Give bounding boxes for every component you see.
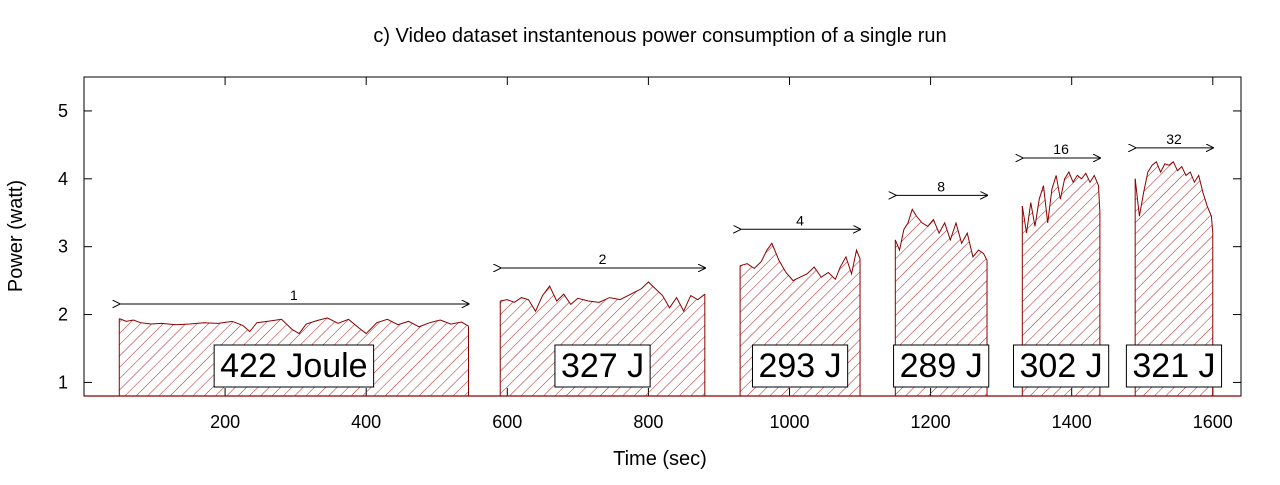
x-tick-label-1600: 1600 — [1193, 412, 1233, 432]
x-tick-label-1200: 1200 — [911, 412, 951, 432]
series-4: 4 293 J — [740, 212, 860, 396]
series-line-2 — [500, 281, 706, 313]
series-label-8: 8 — [937, 178, 945, 194]
energy-box-2 — [554, 344, 651, 388]
energy-label-4: 293 J — [758, 347, 841, 385]
series-line-1 — [119, 317, 469, 335]
series-layer: 1 422 Joule 2 327 J 4 293 J 8 289 J 16 302 J 32 321… — [84, 131, 1241, 397]
series-area-2 — [500, 281, 705, 396]
y-axis-label: Power (watt) — [5, 180, 27, 292]
x-tick-label-800: 800 — [633, 412, 663, 432]
x-axis-ticks: 200 400 600 800 1000 1200 1400 1600 — [210, 77, 1233, 432]
y-tick-label-1: 1 — [58, 372, 68, 392]
x-tick-label-400: 400 — [351, 412, 381, 432]
energy-label-8: 289 J — [900, 347, 983, 385]
series-area-16 — [1022, 172, 1100, 396]
energy-box-8 — [893, 344, 990, 388]
series-label-32: 32 — [1166, 131, 1182, 147]
y-tick-label-5: 5 — [58, 101, 68, 121]
series-line-16 — [1021, 170, 1101, 234]
energy-label-16: 302 J — [1020, 347, 1103, 385]
series-label-16: 16 — [1053, 141, 1069, 157]
series-label-4: 4 — [796, 212, 804, 228]
y-tick-label-3: 3 — [58, 237, 68, 257]
energy-box-1 — [213, 344, 375, 388]
x-tick-label-1400: 1400 — [1052, 412, 1092, 432]
energy-label-32: 321 J — [1132, 347, 1215, 385]
x-tick-label-600: 600 — [492, 412, 522, 432]
series-line-8 — [894, 208, 988, 261]
series-16: 16 302 J — [1013, 141, 1110, 396]
x-tick-label-1000: 1000 — [769, 412, 809, 432]
y-axis-ticks: 1 2 3 4 5 — [58, 101, 1241, 392]
energy-box-4 — [751, 344, 849, 388]
x-axis-label: Time (sec) — [613, 448, 707, 470]
chart-title: c) Video dataset instantenous power cons… — [373, 25, 946, 47]
series-2: 2 327 J — [500, 251, 705, 396]
series-label-1: 1 — [290, 287, 298, 303]
energy-box-16 — [1013, 344, 1110, 388]
energy-label-1: 422 Joule — [220, 347, 367, 385]
energy-box-32 — [1125, 344, 1223, 388]
series-area-32 — [1135, 161, 1213, 396]
y-tick-label-4: 4 — [58, 169, 68, 189]
series-line-4 — [739, 242, 861, 282]
energy-label-2: 327 J — [561, 347, 644, 385]
series-line-32 — [1134, 161, 1214, 234]
y-tick-label-2: 2 — [58, 305, 68, 325]
series-label-2: 2 — [599, 251, 607, 267]
x-tick-label-200: 200 — [210, 412, 240, 432]
series-8: 8 289 J — [893, 178, 990, 396]
series-1: 1 422 Joule — [119, 287, 468, 396]
series-32: 32 321 J — [1125, 131, 1223, 396]
